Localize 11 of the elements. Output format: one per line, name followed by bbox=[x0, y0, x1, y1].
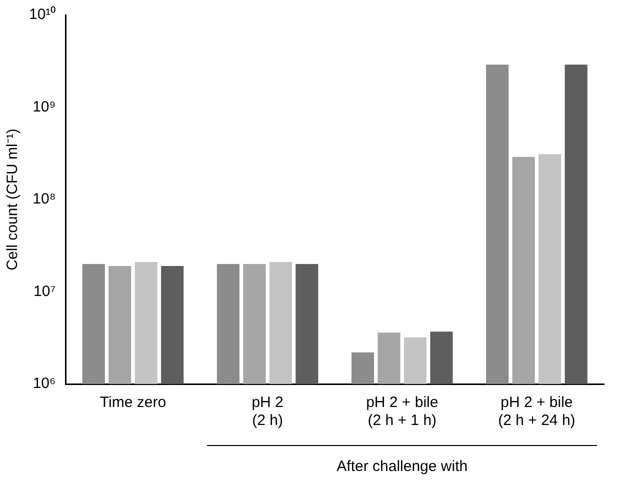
y-tick-label: 10⁹ bbox=[32, 98, 56, 116]
y-tick-label: 10⁶ bbox=[32, 375, 56, 392]
text: After challenge with bbox=[336, 458, 469, 475]
x-tick-label: pH 2 + bile (2 h + 1 h) bbox=[366, 394, 438, 430]
y-tick-label: 10¹⁰ bbox=[28, 6, 56, 24]
x-tick-label: pH 2 + bile (2 h + 24 h) bbox=[498, 394, 576, 430]
y-axis-title: Cell count (CFU ml⁻¹) bbox=[4, 128, 22, 270]
x-tick-label: pH 2 (2 h) bbox=[252, 394, 284, 430]
x-tick-label: Time zero bbox=[100, 394, 166, 412]
y-tick-label: 10⁸ bbox=[32, 190, 56, 208]
y-tick-label: 10⁷ bbox=[34, 282, 56, 300]
